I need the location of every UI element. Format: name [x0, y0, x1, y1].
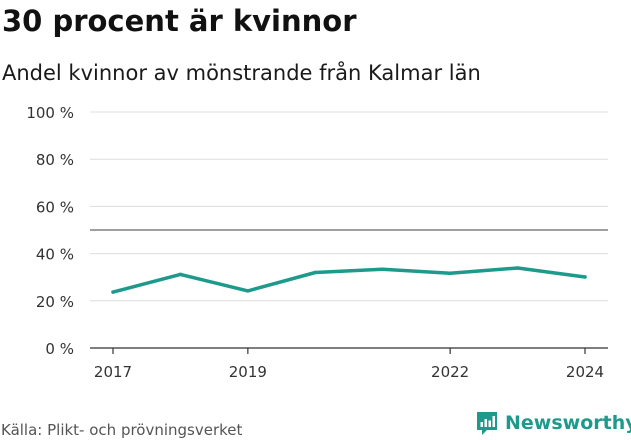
data-point — [246, 289, 250, 293]
newsworthy-logo-icon — [477, 412, 497, 435]
data-point — [178, 272, 183, 277]
data-point — [515, 266, 520, 270]
series-line — [111, 266, 587, 294]
y-tick-label: 0 % — [45, 340, 74, 358]
data-point — [583, 275, 587, 279]
data-point — [111, 290, 115, 294]
source-note: Källa: Plikt- och prövningsverket — [1, 421, 243, 439]
brand-name: Newsworthy — [505, 412, 631, 434]
data-point — [448, 271, 452, 275]
chart-title: 30 procent är kvinnor — [2, 4, 357, 38]
y-tick-label: 60 % — [36, 198, 74, 216]
y-tick-label: 40 % — [36, 246, 74, 264]
x-tick-label: 2024 — [566, 363, 604, 381]
line-chart: 0 % 20 % 40 % 60 % 80 % 100 % 2017 2019 2022 2024 — [26, 104, 608, 381]
brand-logo: Newsworthy — [475, 406, 631, 440]
x-tick-label: 2017 — [94, 363, 132, 381]
y-tick-label: 80 % — [36, 151, 74, 169]
data-point — [381, 267, 385, 271]
x-tick-label: 2022 — [431, 363, 469, 381]
y-tick-label: 20 % — [36, 293, 74, 311]
x-tick-label: 2019 — [229, 363, 267, 381]
data-point — [313, 270, 317, 275]
y-tick-label: 100 % — [26, 104, 74, 122]
chart-subtitle: Andel kvinnor av mönstrande från Kalmar … — [2, 61, 481, 85]
